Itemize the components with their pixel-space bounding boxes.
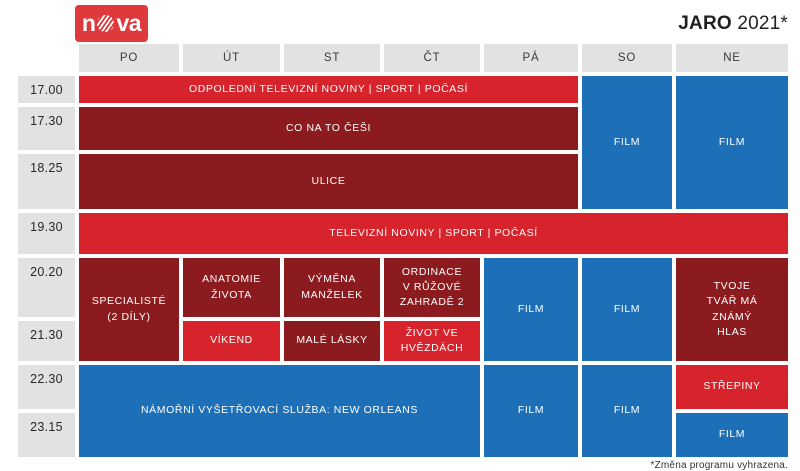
program-cell-ulice: ULICE [79,154,578,209]
time-label-1730: 17.30 [18,107,75,150]
day-header-pa: PÁ [484,44,578,72]
program-cell-co-na-to-cesi: CO NA TO ČEŠI [79,107,578,150]
season-title-year: 2021* [737,12,788,34]
program-cell-vikend: VÍKEND [183,321,280,361]
nova-logo-striped-o-icon [97,15,115,32]
day-header-st: ST [284,44,380,72]
program-cell-strepiny: STŘEPINY [676,365,788,409]
program-cell-anatomie-zivota: ANATOMIE ŽIVOTA [183,258,280,317]
time-label-1700: 17.00 [18,76,75,103]
time-label-2130: 21.30 [18,321,75,361]
program-cell-specialiste: SPECIALISTÉ (2 DÍLY) [79,258,179,361]
program-cell-zivot-ve-hvezdach: ŽIVOT VE HVĚZDÁCH [384,321,480,361]
day-header-so: SO [582,44,672,72]
time-label-2230: 22.30 [18,365,75,409]
program-change-footnote: *Změna programu vyhrazena. [650,460,788,471]
program-cell-ncis-new-orleans: NÁMOŘNÍ VYŠETŘOVACÍ SLUŽBA: NEW ORLEANS [79,365,480,457]
season-title-bold: JARO [678,12,732,34]
program-cell-film-so-late: FILM [582,365,672,457]
program-cell-film-pa-late: FILM [484,365,578,457]
day-header-ut: ÚT [183,44,280,72]
program-cell-male-lasky: MALÉ LÁSKY [284,321,380,361]
program-cell-vymena-manzelek: VÝMĚNA MANŽELEK [284,258,380,317]
program-cell-film-pa-prime: FILM [484,258,578,361]
program-cell-film-ne-late: FILM [676,413,788,457]
time-label-1825: 18.25 [18,154,75,209]
time-label-2315: 23.15 [18,413,75,457]
program-cell-tvoje-tvar: TVOJE TVÁŘ MÁ ZNÁMÝ HLAS [676,258,788,361]
program-cell-film-so-early: FILM [582,76,672,209]
nova-logo-n: n [81,10,96,36]
nova-logo: n va [75,5,148,42]
season-title: JARO 2021* [678,13,788,35]
schedule-grid: PO ÚT ST ČT PÁ SO NE 17.00 17.30 18.25 1… [18,44,788,457]
time-label-2020: 20.20 [18,258,75,317]
time-label-1930: 19.30 [18,213,75,254]
top-bar: n va JARO 2021* [18,5,788,42]
day-header-ct: ČT [384,44,480,72]
program-cell-ordinace: ORDINACE V RŮŽOVÉ ZAHRADĚ 2 [384,258,480,317]
program-cell-film-so-prime: FILM [582,258,672,361]
program-cell-televizni-noviny: TELEVIZNÍ NOVINY | SPORT | POČASÍ [79,213,788,254]
day-header-po: PO [79,44,179,72]
nova-logo-va: va [116,10,142,36]
program-cell-film-ne-early: FILM [676,76,788,209]
program-cell-odpoledni-noviny: ODPOLEDNÍ TELEVIZNÍ NOVINY | SPORT | POČ… [79,76,578,103]
day-header-ne: NE [676,44,788,72]
